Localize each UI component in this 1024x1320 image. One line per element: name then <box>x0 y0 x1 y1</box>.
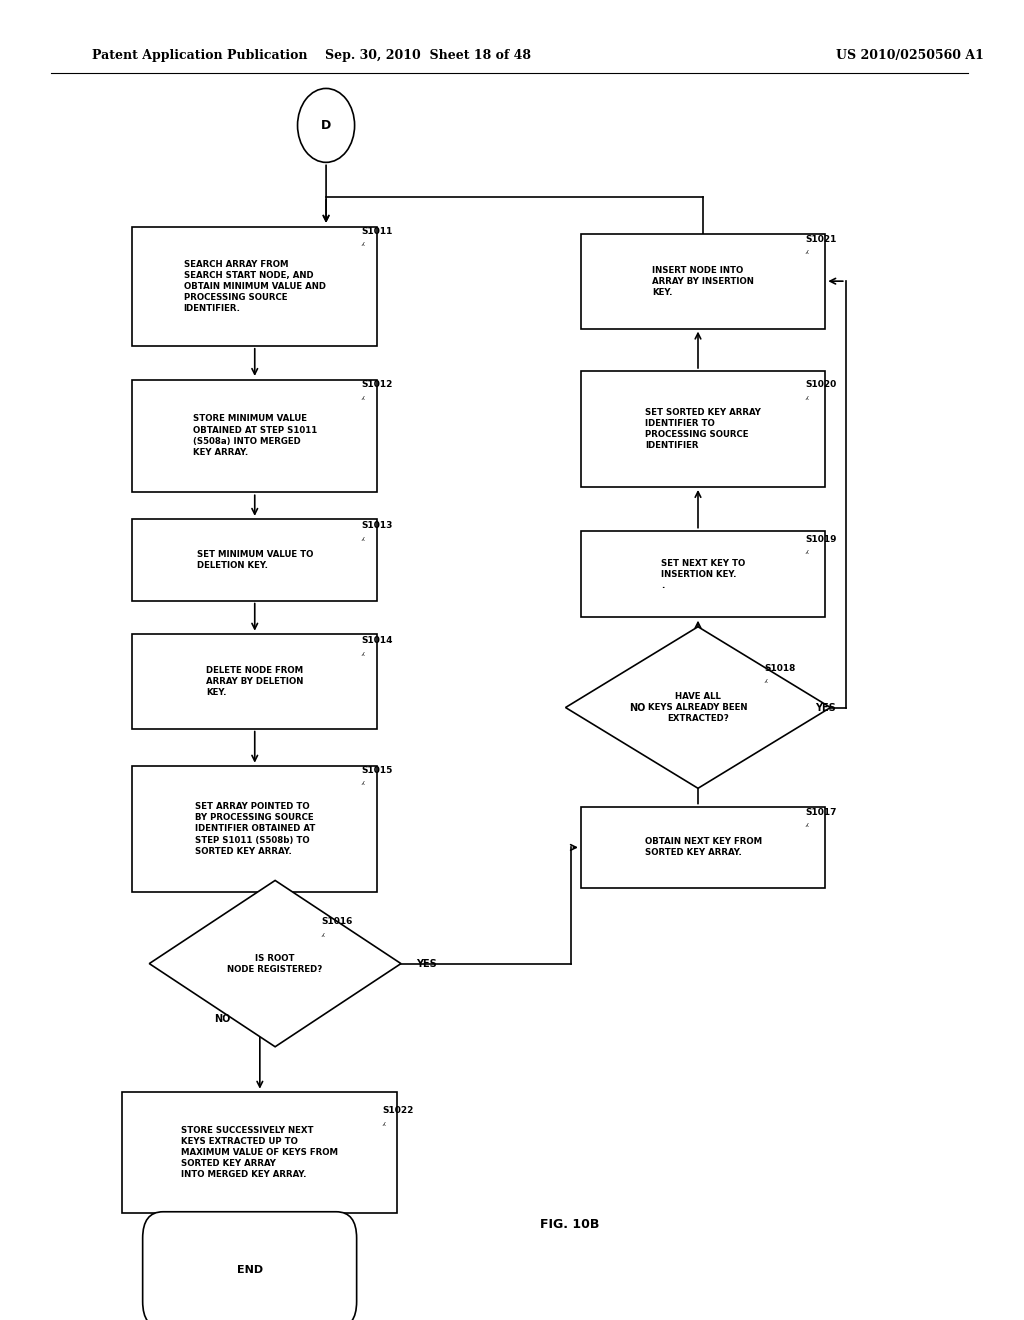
FancyBboxPatch shape <box>581 234 825 329</box>
Text: NO: NO <box>629 702 645 713</box>
Text: S1014
⁁: S1014 ⁁ <box>361 636 393 656</box>
Polygon shape <box>565 627 830 788</box>
Text: END: END <box>237 1265 263 1275</box>
Text: S1020
⁁: S1020 ⁁ <box>805 380 837 400</box>
Text: D: D <box>321 119 331 132</box>
Text: SET NEXT KEY TO
INSERTION KEY.
.: SET NEXT KEY TO INSERTION KEY. . <box>660 558 745 590</box>
FancyBboxPatch shape <box>142 1212 356 1320</box>
Circle shape <box>298 88 354 162</box>
FancyBboxPatch shape <box>581 371 825 487</box>
Text: S1011
⁁: S1011 ⁁ <box>361 227 393 247</box>
Text: DELETE NODE FROM
ARRAY BY DELETION
KEY.: DELETE NODE FROM ARRAY BY DELETION KEY. <box>206 665 303 697</box>
Text: OBTAIN NEXT KEY FROM
SORTED KEY ARRAY.: OBTAIN NEXT KEY FROM SORTED KEY ARRAY. <box>644 837 762 858</box>
Text: IS ROOT
NODE REGISTERED?: IS ROOT NODE REGISTERED? <box>227 953 323 974</box>
Text: STORE MINIMUM VALUE
OBTAINED AT STEP S1011
(S508a) INTO MERGED
KEY ARRAY.: STORE MINIMUM VALUE OBTAINED AT STEP S10… <box>193 414 316 457</box>
Text: FIG. 10B: FIG. 10B <box>540 1218 599 1232</box>
Text: SEARCH ARRAY FROM
SEARCH START NODE, AND
OBTAIN MINIMUM VALUE AND
PROCESSING SOU: SEARCH ARRAY FROM SEARCH START NODE, AND… <box>183 260 326 313</box>
Text: HAVE ALL
KEYS ALREADY BEEN
EXTRACTED?: HAVE ALL KEYS ALREADY BEEN EXTRACTED? <box>648 692 748 723</box>
Text: YES: YES <box>416 958 436 969</box>
Text: SET SORTED KEY ARRAY
IDENTIFIER TO
PROCESSING SOURCE
IDENTIFIER: SET SORTED KEY ARRAY IDENTIFIER TO PROCE… <box>645 408 761 450</box>
Text: NO: NO <box>214 1014 230 1024</box>
Text: S1021
⁁: S1021 ⁁ <box>805 235 837 255</box>
Text: STORE SUCCESSIVELY NEXT
KEYS EXTRACTED UP TO
MAXIMUM VALUE OF KEYS FROM
SORTED K: STORE SUCCESSIVELY NEXT KEYS EXTRACTED U… <box>181 1126 338 1179</box>
Text: Patent Application Publication: Patent Application Publication <box>92 49 307 62</box>
Text: S1019
⁁: S1019 ⁁ <box>805 535 837 554</box>
FancyBboxPatch shape <box>122 1092 397 1213</box>
Text: S1018
⁁: S1018 ⁁ <box>764 664 796 684</box>
Text: S1015
⁁: S1015 ⁁ <box>361 766 393 785</box>
Text: SET MINIMUM VALUE TO
DELETION KEY.: SET MINIMUM VALUE TO DELETION KEY. <box>197 549 313 570</box>
FancyBboxPatch shape <box>581 532 825 618</box>
Text: YES: YES <box>815 702 836 713</box>
Text: S1012
⁁: S1012 ⁁ <box>361 380 393 400</box>
FancyBboxPatch shape <box>132 380 377 491</box>
Text: S1013
⁁: S1013 ⁁ <box>361 521 393 541</box>
FancyBboxPatch shape <box>132 227 377 346</box>
Text: S1016
⁁: S1016 ⁁ <box>321 917 352 937</box>
Text: US 2010/0250560 A1: US 2010/0250560 A1 <box>836 49 983 62</box>
Text: SET ARRAY POINTED TO
BY PROCESSING SOURCE
IDENTIFIER OBTAINED AT
STEP S1011 (S50: SET ARRAY POINTED TO BY PROCESSING SOURC… <box>195 803 315 855</box>
FancyBboxPatch shape <box>132 634 377 729</box>
FancyBboxPatch shape <box>132 766 377 892</box>
Polygon shape <box>150 880 401 1047</box>
Text: S1017
⁁: S1017 ⁁ <box>805 808 837 828</box>
Text: INSERT NODE INTO
ARRAY BY INSERTION
KEY.: INSERT NODE INTO ARRAY BY INSERTION KEY. <box>652 265 754 297</box>
FancyBboxPatch shape <box>581 807 825 888</box>
Text: S1022
⁁: S1022 ⁁ <box>382 1106 414 1126</box>
Text: Sep. 30, 2010  Sheet 18 of 48: Sep. 30, 2010 Sheet 18 of 48 <box>325 49 531 62</box>
FancyBboxPatch shape <box>132 519 377 601</box>
